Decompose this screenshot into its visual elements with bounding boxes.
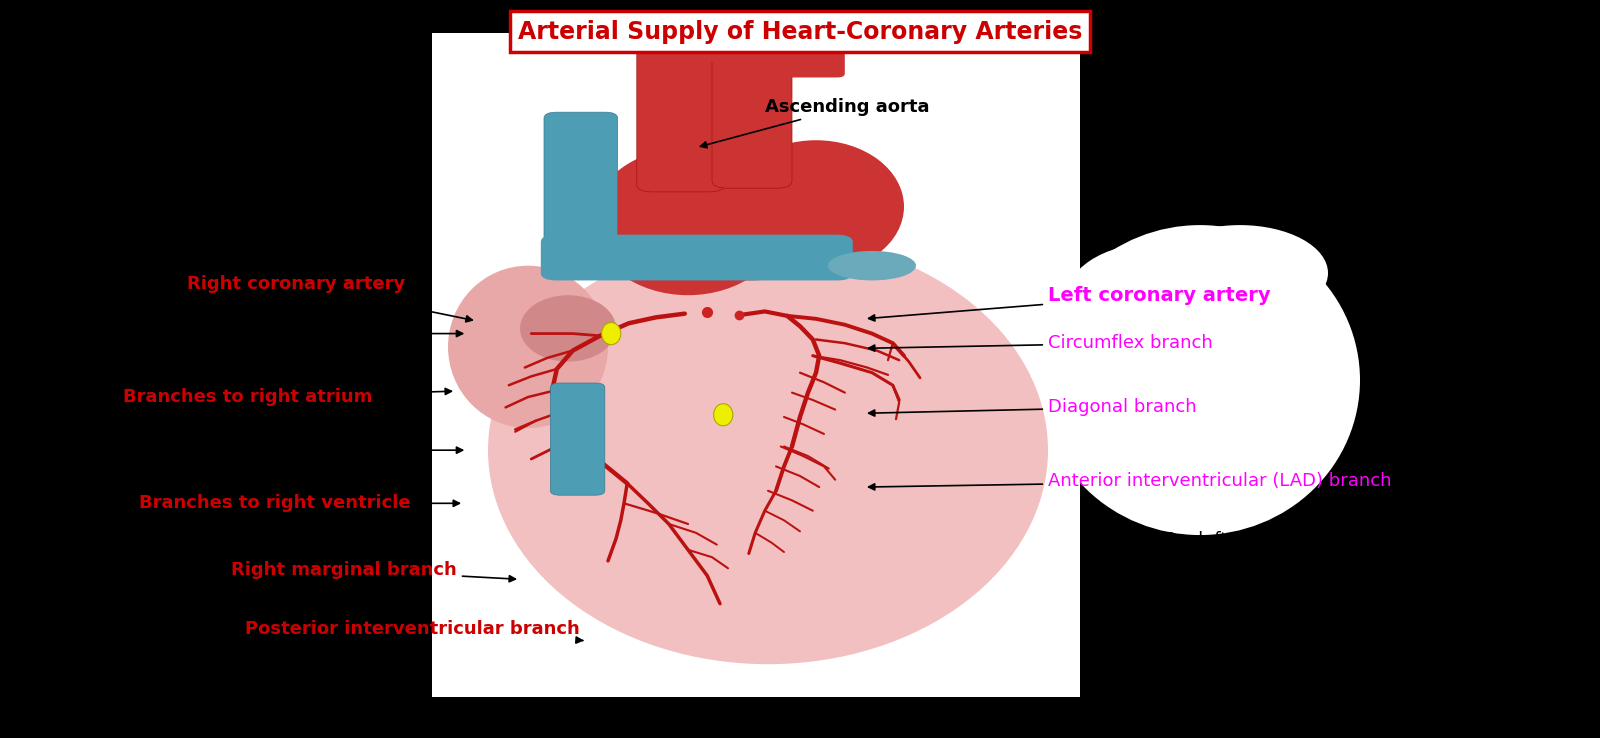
Text: Ascending aorta: Ascending aorta [701,98,930,148]
Ellipse shape [1040,303,1184,450]
Ellipse shape [1064,244,1240,362]
Text: Branches to right ventricle: Branches to right ventricle [139,494,459,512]
FancyBboxPatch shape [637,41,725,192]
Ellipse shape [1152,225,1328,321]
Ellipse shape [728,140,904,273]
Text: LAD – left anterior descending branch: LAD – left anterior descending branch [1141,531,1483,549]
FancyBboxPatch shape [757,49,845,77]
Text: Left coronary artery: Left coronary artery [869,286,1270,321]
FancyBboxPatch shape [432,33,1080,697]
Ellipse shape [714,404,733,426]
FancyBboxPatch shape [712,44,792,188]
FancyBboxPatch shape [544,112,618,275]
Text: Right coronary artery: Right coronary artery [187,275,472,322]
Ellipse shape [650,34,758,62]
Text: Anterior interventricular (LAD) branch: Anterior interventricular (LAD) branch [869,472,1392,490]
Ellipse shape [448,266,608,428]
Ellipse shape [1112,399,1320,517]
FancyBboxPatch shape [550,383,605,495]
Ellipse shape [645,177,853,280]
Ellipse shape [829,251,917,280]
Ellipse shape [602,323,621,345]
Text: Right marginal branch: Right marginal branch [230,561,515,582]
Ellipse shape [1040,225,1360,535]
Ellipse shape [520,295,616,362]
Text: Diagonal branch: Diagonal branch [869,399,1197,416]
Ellipse shape [592,148,784,295]
Ellipse shape [488,236,1048,664]
Text: Atrioventricular nodal branch (` in 90%): Atrioventricular nodal branch (` in 90%) [90,441,462,459]
Text: Branches to right atrium: Branches to right atrium [123,388,451,406]
Text: Posterior interventricular branch: Posterior interventricular branch [245,620,582,643]
Text: Sinu-atrial nodal branch (` in 60%): Sinu-atrial nodal branch (` in 60%) [136,325,462,342]
FancyBboxPatch shape [541,235,853,280]
Text: Circumflex branch: Circumflex branch [869,334,1213,352]
Text: Arterial Supply of Heart-Coronary Arteries: Arterial Supply of Heart-Coronary Arteri… [518,20,1082,44]
